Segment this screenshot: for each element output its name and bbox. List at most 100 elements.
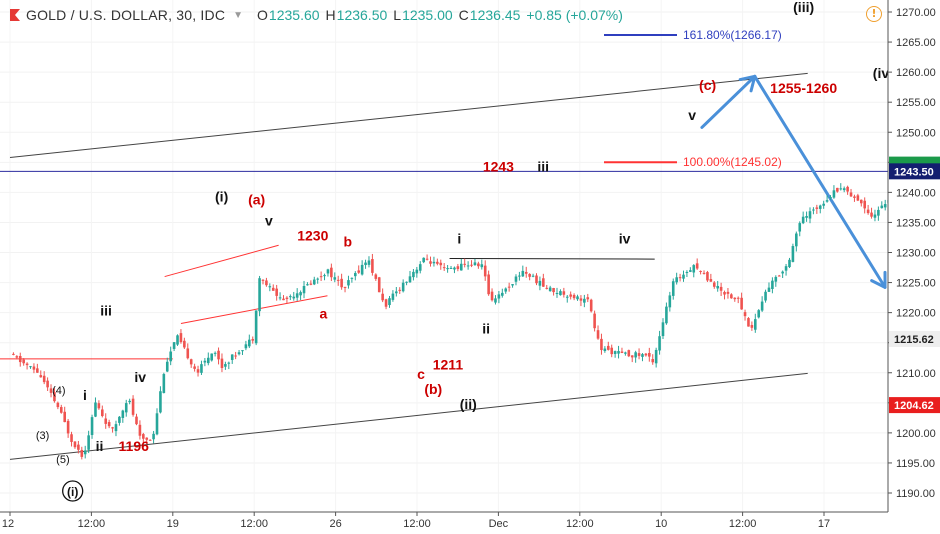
candle-body xyxy=(842,188,846,191)
candle-body xyxy=(124,403,128,413)
grid-lines xyxy=(0,0,888,512)
candle-body xyxy=(292,296,296,299)
wave-label: iv xyxy=(134,369,146,385)
candle-body xyxy=(877,209,880,216)
candle-body xyxy=(531,275,535,277)
wave-label: v xyxy=(265,212,273,228)
time-tick-label: 10 xyxy=(655,518,667,530)
candle-body xyxy=(801,216,805,224)
forecast-arrow-line xyxy=(753,74,887,289)
candle-body xyxy=(880,205,884,209)
candle-body xyxy=(22,359,25,364)
candle-body xyxy=(29,366,32,368)
candle-body xyxy=(586,297,590,300)
candle-body xyxy=(849,192,853,197)
candle-body xyxy=(401,282,405,292)
candle-body xyxy=(658,336,661,351)
price-tick-label: 1270.00 xyxy=(896,7,936,19)
candle-body xyxy=(682,274,685,279)
circled-label-icon xyxy=(62,480,84,502)
candle-body xyxy=(589,299,593,312)
candle-body xyxy=(165,361,169,372)
candle-body xyxy=(227,362,231,364)
candle-body xyxy=(388,298,391,306)
candle-body xyxy=(53,392,56,402)
candle-body xyxy=(395,291,398,294)
candle-body xyxy=(706,272,709,281)
tradingview-flag-icon xyxy=(10,9,20,21)
exclamation-icon[interactable]: ! xyxy=(866,6,882,22)
candle-body xyxy=(839,188,843,190)
candle-body xyxy=(630,355,634,358)
candle-body xyxy=(347,280,350,286)
time-tick-label: Dec xyxy=(489,518,509,530)
candle-body xyxy=(251,339,255,341)
candle-body xyxy=(429,261,432,264)
candle-body xyxy=(764,291,767,301)
candle-body xyxy=(282,298,285,301)
candle-body xyxy=(63,411,67,423)
wave-label: i xyxy=(83,387,87,403)
candle-body xyxy=(384,299,388,307)
candle-body xyxy=(791,246,795,262)
wave-label: 1196 xyxy=(119,438,150,454)
candle-body xyxy=(559,291,562,296)
candle-body xyxy=(39,375,43,378)
channel-upper-line xyxy=(9,72,808,158)
candle-body xyxy=(261,279,265,281)
symbol-title[interactable]: GOLD / U.S. DOLLAR, 30, IDC xyxy=(26,7,226,23)
fib-161-level-label: 161.80%(1266.17) xyxy=(683,28,782,42)
candle-body xyxy=(466,265,470,267)
wave-label: (iii) xyxy=(793,0,814,15)
candle-body xyxy=(477,263,480,267)
candle-body xyxy=(350,277,354,279)
price-red-1204-text: 1204.62 xyxy=(894,400,934,412)
candle-body xyxy=(94,402,97,417)
candle-body xyxy=(501,292,504,296)
candle-body xyxy=(176,335,179,345)
price-navy-1243-box xyxy=(889,163,940,180)
candle-body xyxy=(548,287,552,292)
candle-body xyxy=(836,187,839,192)
change-value: +0.85 (+0.07%) xyxy=(526,7,623,23)
candle-body xyxy=(859,199,863,204)
candle-body xyxy=(155,413,159,435)
candle-body xyxy=(480,264,484,268)
candle-body xyxy=(620,351,624,354)
candle-body xyxy=(692,265,696,273)
candle-body xyxy=(333,277,337,280)
candle-body xyxy=(470,264,473,266)
candle-body xyxy=(330,267,333,278)
candle-body xyxy=(524,271,528,274)
candle-body xyxy=(114,424,118,432)
candle-body xyxy=(453,267,456,270)
wave-label: (i) xyxy=(215,188,228,204)
candle-body xyxy=(278,297,282,299)
time-tick-label: 12:00 xyxy=(78,518,106,530)
candle-body xyxy=(42,375,46,383)
open-value: 1235.60 xyxy=(268,7,320,23)
candle-body xyxy=(183,340,186,348)
candle-body xyxy=(863,200,866,209)
candle-body xyxy=(77,444,80,450)
candle-body xyxy=(583,298,586,303)
candle-body xyxy=(234,355,237,357)
price-tick-label: 1265.00 xyxy=(896,37,936,49)
candle-body xyxy=(371,259,374,273)
candle-body xyxy=(203,360,207,363)
candle-body xyxy=(210,353,214,361)
candle-body xyxy=(80,449,84,457)
candle-body xyxy=(265,280,268,286)
candle-body xyxy=(25,363,29,366)
candle-body xyxy=(514,276,518,282)
candle-body xyxy=(661,322,665,337)
price-1215-text: 1215.62 xyxy=(894,334,934,346)
wave-label: (iv xyxy=(873,65,890,81)
chevron-down-icon[interactable]: ▼ xyxy=(233,9,244,21)
candle-body xyxy=(121,410,125,418)
candle-body xyxy=(18,356,22,363)
candle-body xyxy=(617,351,620,354)
candle-body xyxy=(87,435,90,450)
wave-label: (b) xyxy=(424,381,442,397)
